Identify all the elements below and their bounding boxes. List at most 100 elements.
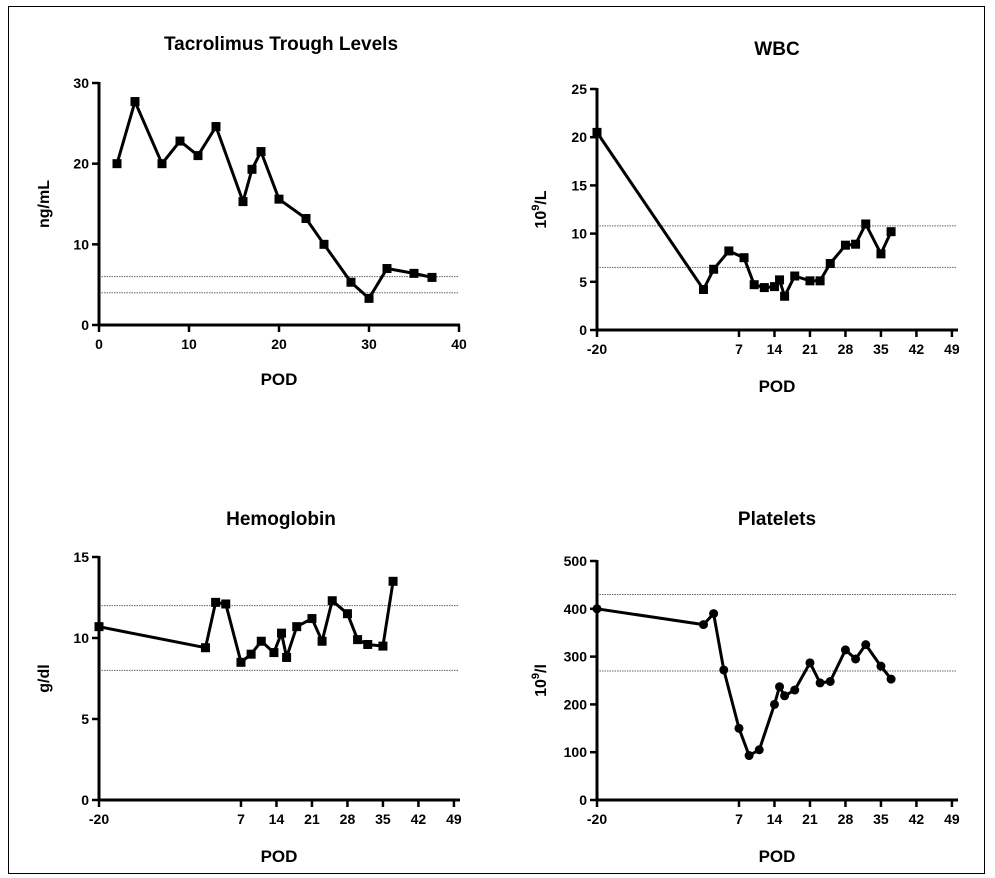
wbc-data-point xyxy=(825,258,835,268)
wbc-data-point xyxy=(815,276,825,286)
wbc-data-point xyxy=(775,275,785,285)
hemoglobin-x-tick-label: 28 xyxy=(340,811,356,827)
wbc-y-tick-label: 25 xyxy=(571,81,587,97)
hemoglobin-data-point xyxy=(246,649,256,659)
tacrolimus-x-axis-label: POD xyxy=(261,370,298,389)
platelets-panel: Platelets 0 100 200 300 400 500 -20 7 14 21 28 35 42 4… xyxy=(530,509,960,866)
wbc-x-axis-label: POD xyxy=(759,377,796,396)
hemoglobin-data-point xyxy=(307,614,317,624)
tacrolimus-data-point xyxy=(112,159,122,169)
hemoglobin-data-point xyxy=(269,648,279,658)
wbc-data-point xyxy=(749,280,759,290)
figure-frame xyxy=(8,6,985,874)
hemoglobin-data-point xyxy=(256,636,266,646)
tacrolimus-data-point xyxy=(319,239,329,249)
wbc-x-tick-label: 42 xyxy=(909,341,925,357)
hemoglobin-y-tick-label: 0 xyxy=(81,792,89,808)
tacrolimus-data-point xyxy=(409,268,419,278)
platelets-x-tick-label: -20 xyxy=(587,811,607,827)
hemoglobin-y-tick-label: 10 xyxy=(73,630,89,646)
platelets-y-axis-label-base: 10 xyxy=(533,679,550,697)
wbc-x-tick-label: 14 xyxy=(767,341,783,357)
wbc-y-axis-label: 109/L xyxy=(530,190,550,228)
wbc-title: WBC xyxy=(754,39,800,60)
platelets-data-point xyxy=(775,682,785,692)
hemoglobin-y-tick-label: 5 xyxy=(81,711,89,727)
tacrolimus-panel: Tacrolimus Trough Levels 0 10 20 30 0 10 20 30 40… xyxy=(36,34,467,389)
tacrolimus-data-point xyxy=(427,272,437,282)
hemoglobin-data-point xyxy=(200,643,210,653)
hemoglobin-data-point xyxy=(327,596,337,606)
hemoglobin-x-tick-label: 14 xyxy=(269,811,285,827)
platelets-x-tick-label: 35 xyxy=(873,811,889,827)
hemoglobin-x-tick-label: 35 xyxy=(375,811,391,827)
wbc-data-point xyxy=(698,285,708,295)
wbc-data-point xyxy=(780,291,790,301)
tacrolimus-data-point xyxy=(238,197,248,207)
tacrolimus-data-point xyxy=(382,264,392,274)
tacrolimus-data-point xyxy=(274,194,284,204)
tacrolimus-data-point xyxy=(346,277,356,287)
tacrolimus-x-tick-label: 30 xyxy=(361,336,377,352)
platelets-x-tick-label: 49 xyxy=(944,811,960,827)
hemoglobin-panel: Hemoglobin 0 5 10 15 -20 7 14 21 28 35 42 49 POD g/dl xyxy=(36,509,462,866)
hemoglobin-x-tick-label: 42 xyxy=(411,811,427,827)
platelets-data-point xyxy=(709,609,719,619)
platelets-data-point xyxy=(825,676,835,686)
wbc-data-point xyxy=(851,239,861,249)
wbc-x-tick-label: 28 xyxy=(838,341,854,357)
hemoglobin-data-point xyxy=(388,576,398,586)
tacrolimus-data-point xyxy=(193,151,203,161)
wbc-data-point xyxy=(592,127,602,137)
platelets-data-point xyxy=(815,678,825,688)
tacrolimus-data-point xyxy=(301,214,311,224)
hemoglobin-title: Hemoglobin xyxy=(226,509,336,530)
hemoglobin-data-point xyxy=(342,609,352,619)
platelets-data-point xyxy=(719,665,729,675)
platelets-y-tick-label: 0 xyxy=(579,792,587,808)
wbc-data-point xyxy=(805,276,815,286)
wbc-y-tick-label: 10 xyxy=(571,226,587,242)
tacrolimus-data-point xyxy=(247,164,257,174)
platelets-data-point xyxy=(734,723,744,733)
hemoglobin-data-point xyxy=(94,622,104,632)
hemoglobin-data-point xyxy=(353,635,363,645)
tacrolimus-data-point xyxy=(175,136,185,146)
platelets-data-point xyxy=(840,645,850,655)
tacrolimus-data-point xyxy=(130,97,140,107)
hemoglobin-data-point xyxy=(317,636,327,646)
hemoglobin-x-tick-label: 49 xyxy=(446,811,462,827)
platelets-data-point xyxy=(861,640,871,650)
platelets-data-point xyxy=(805,658,815,668)
platelets-data-point xyxy=(592,604,602,614)
wbc-y-axis-label-unit: /L xyxy=(533,190,550,204)
platelets-y-axis-label-sup: 9 xyxy=(530,673,542,679)
platelets-data-point xyxy=(744,751,754,761)
tacrolimus-data-point xyxy=(364,293,374,303)
platelets-y-tick-label: 400 xyxy=(564,601,588,617)
platelets-y-tick-label: 300 xyxy=(564,649,588,665)
platelets-data-point xyxy=(780,691,790,701)
hemoglobin-data-point xyxy=(282,652,292,662)
platelets-x-tick-label: 42 xyxy=(909,811,925,827)
tacrolimus-data-point xyxy=(256,147,266,157)
hemoglobin-data-point xyxy=(292,622,302,632)
hemoglobin-y-tick-label: 15 xyxy=(73,549,89,565)
platelets-data-point xyxy=(886,674,896,684)
tacrolimus-x-tick-label: 10 xyxy=(181,336,197,352)
wbc-data-point xyxy=(876,249,886,259)
tacrolimus-x-tick-label: 40 xyxy=(451,336,467,352)
platelets-x-tick-label: 7 xyxy=(735,811,743,827)
platelets-data-point xyxy=(851,654,861,664)
tacrolimus-x-tick-label: 0 xyxy=(95,336,103,352)
hemoglobin-x-axis-label: POD xyxy=(261,847,298,866)
wbc-x-tick-label: -20 xyxy=(587,341,607,357)
hemoglobin-x-tick-label: 7 xyxy=(237,811,245,827)
tacrolimus-data-point xyxy=(211,122,221,132)
wbc-data-point xyxy=(759,283,769,293)
wbc-y-tick-label: 0 xyxy=(579,322,587,338)
tacrolimus-x-tick-label: 20 xyxy=(271,336,287,352)
tacrolimus-y-tick-label: 20 xyxy=(73,156,89,172)
